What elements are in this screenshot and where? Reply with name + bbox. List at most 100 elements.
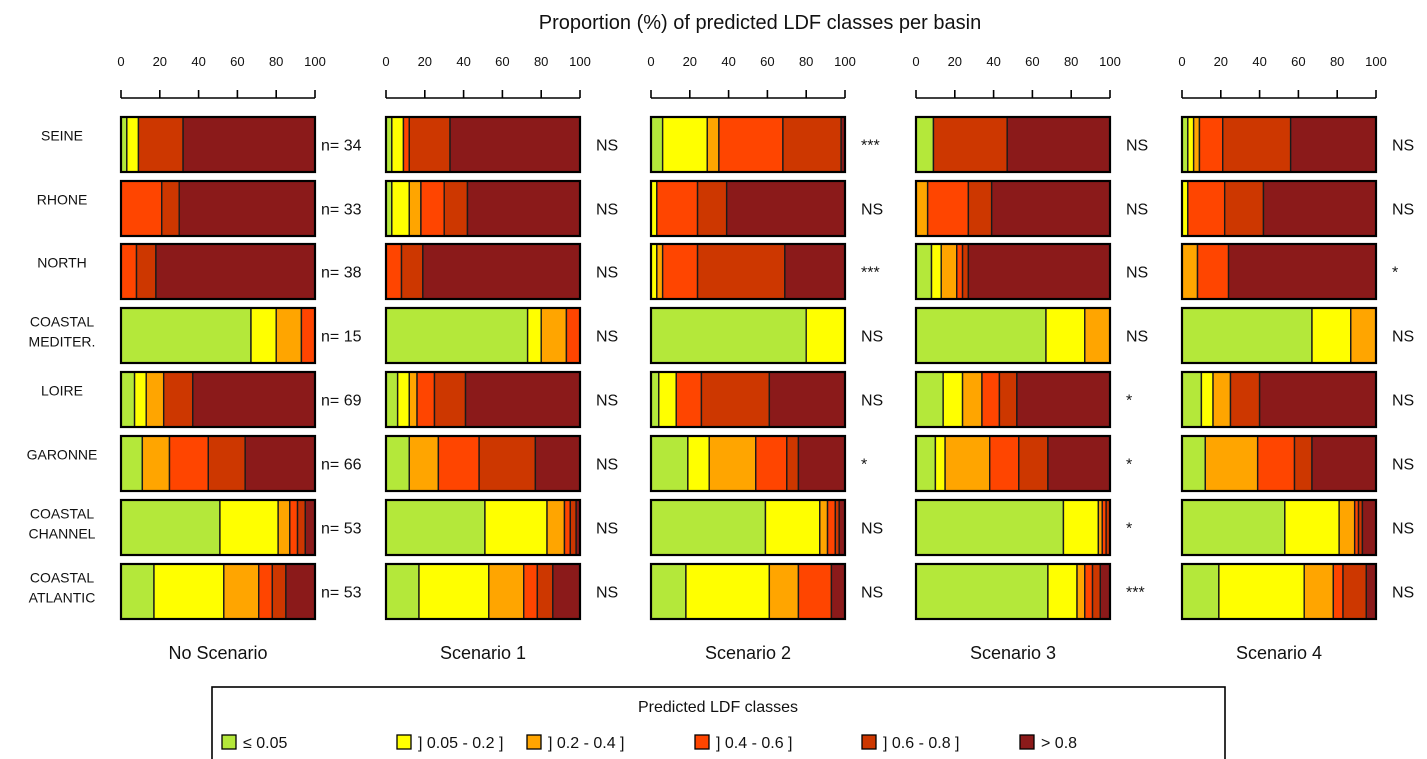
- bar-segment: [178, 180, 316, 237]
- bar-outline: [384, 115, 582, 174]
- x-tick-label: 0: [912, 54, 919, 69]
- bar-segment: [956, 243, 964, 300]
- bar-segment: [768, 371, 846, 428]
- significance-label: NS: [1392, 329, 1414, 346]
- significance-label: *: [1126, 521, 1132, 538]
- bar-segment: [433, 371, 467, 428]
- bar-segment: [277, 499, 291, 556]
- legend-frame: [211, 686, 1226, 759]
- bar-segment: [1350, 307, 1377, 364]
- significance-label: NS: [1126, 202, 1148, 219]
- x-tick-label: 100: [1365, 54, 1387, 69]
- x-tick-label: 100: [1099, 54, 1121, 69]
- bar-segment: [725, 180, 846, 237]
- x-tick-label: 40: [721, 54, 735, 69]
- significance-label: NS: [1126, 138, 1148, 155]
- bar-segment: [484, 499, 548, 556]
- bar-segment: [192, 371, 316, 428]
- significance-label: NS: [1392, 521, 1414, 538]
- bar-segment: [696, 243, 786, 300]
- bar-segment: [385, 499, 486, 556]
- bar-segment: [1204, 435, 1259, 492]
- bar-segment: [1196, 243, 1230, 300]
- bar-outline: [119, 434, 317, 493]
- x-tick-label: 60: [1025, 54, 1039, 69]
- n-label: n= 15: [321, 329, 362, 346]
- bar-segment: [915, 371, 944, 428]
- bar-segment: [755, 435, 788, 492]
- bar-outline: [649, 498, 847, 557]
- x-tick-label: 0: [1178, 54, 1185, 69]
- significance-label: ***: [861, 265, 880, 282]
- x-tick-label: 0: [382, 54, 389, 69]
- bar-segment: [1006, 116, 1111, 173]
- x-tick-label: 80: [269, 54, 283, 69]
- bar-segment: [408, 180, 422, 237]
- bar-segment: [1062, 499, 1100, 556]
- bar-segment: [687, 435, 710, 492]
- x-tick-label: 40: [1252, 54, 1266, 69]
- bar-outline: [384, 370, 582, 429]
- bar-segment: [1084, 563, 1094, 620]
- bar-segment: [1332, 563, 1344, 620]
- bar-segment: [661, 243, 699, 300]
- x-tick-label: 100: [834, 54, 856, 69]
- bar-segment: [1016, 371, 1111, 428]
- bar-outline: [914, 434, 1112, 493]
- bar-segment: [420, 180, 445, 237]
- bar-segment: [1338, 499, 1356, 556]
- bar-segment: [408, 371, 418, 428]
- bar-segment: [523, 563, 539, 620]
- basin-label: COASTAL: [30, 314, 95, 330]
- bar-segment: [120, 371, 136, 428]
- n-label: n= 53: [321, 585, 362, 602]
- legend-label: ] 0.4 - 0.6 ]: [716, 735, 792, 752]
- bar-segment: [437, 435, 480, 492]
- bar-segment: [932, 116, 1008, 173]
- x-tick-label: 80: [799, 54, 813, 69]
- basin-label: ATLANTIC: [29, 590, 96, 606]
- significance-label: NS: [596, 457, 618, 474]
- bar-segment: [981, 371, 1001, 428]
- bar-segment: [1091, 563, 1102, 620]
- bar-segment: [1181, 435, 1206, 492]
- basin-label: LOIRE: [41, 383, 83, 399]
- legend-label: ] 0.6 - 0.8 ]: [883, 735, 959, 752]
- significance-label: NS: [861, 393, 883, 410]
- bar-segment: [219, 499, 279, 556]
- bar-segment: [830, 563, 846, 620]
- significance-label: NS: [596, 329, 618, 346]
- bar-segment: [1181, 563, 1220, 620]
- x-tick-label: 0: [647, 54, 654, 69]
- basin-label: MEDITER.: [29, 334, 96, 350]
- bar-segment: [126, 116, 140, 173]
- bar-outline: [119, 370, 317, 429]
- bar-segment: [534, 435, 581, 492]
- bar-segment: [1223, 180, 1265, 237]
- legend-title: Predicted LDF classes: [638, 699, 798, 716]
- bar-segment: [764, 499, 821, 556]
- bar-segment: [826, 499, 836, 556]
- bar-segment: [563, 499, 571, 556]
- bar-segment: [1181, 499, 1286, 556]
- significance-label: NS: [1392, 393, 1414, 410]
- n-label: n= 53: [321, 521, 362, 538]
- bar-segment: [135, 243, 157, 300]
- bar-outline: [649, 562, 847, 621]
- bar-segment: [536, 563, 554, 620]
- bar-segment: [258, 563, 274, 620]
- basin-label: SEINE: [41, 128, 83, 144]
- panel-name: No Scenario: [168, 643, 267, 663]
- panel-name: Scenario 3: [970, 643, 1056, 663]
- significance-label: NS: [861, 585, 883, 602]
- bar-segment: [786, 435, 800, 492]
- bar-segment: [223, 563, 260, 620]
- bar-segment: [120, 563, 155, 620]
- bar-segment: [650, 435, 689, 492]
- bar-segment: [1222, 116, 1292, 173]
- legend-swatch: [221, 734, 237, 750]
- bar-segment: [526, 307, 542, 364]
- bar-segment: [805, 307, 846, 364]
- bar-segment: [926, 180, 970, 237]
- bar-segment: [658, 371, 677, 428]
